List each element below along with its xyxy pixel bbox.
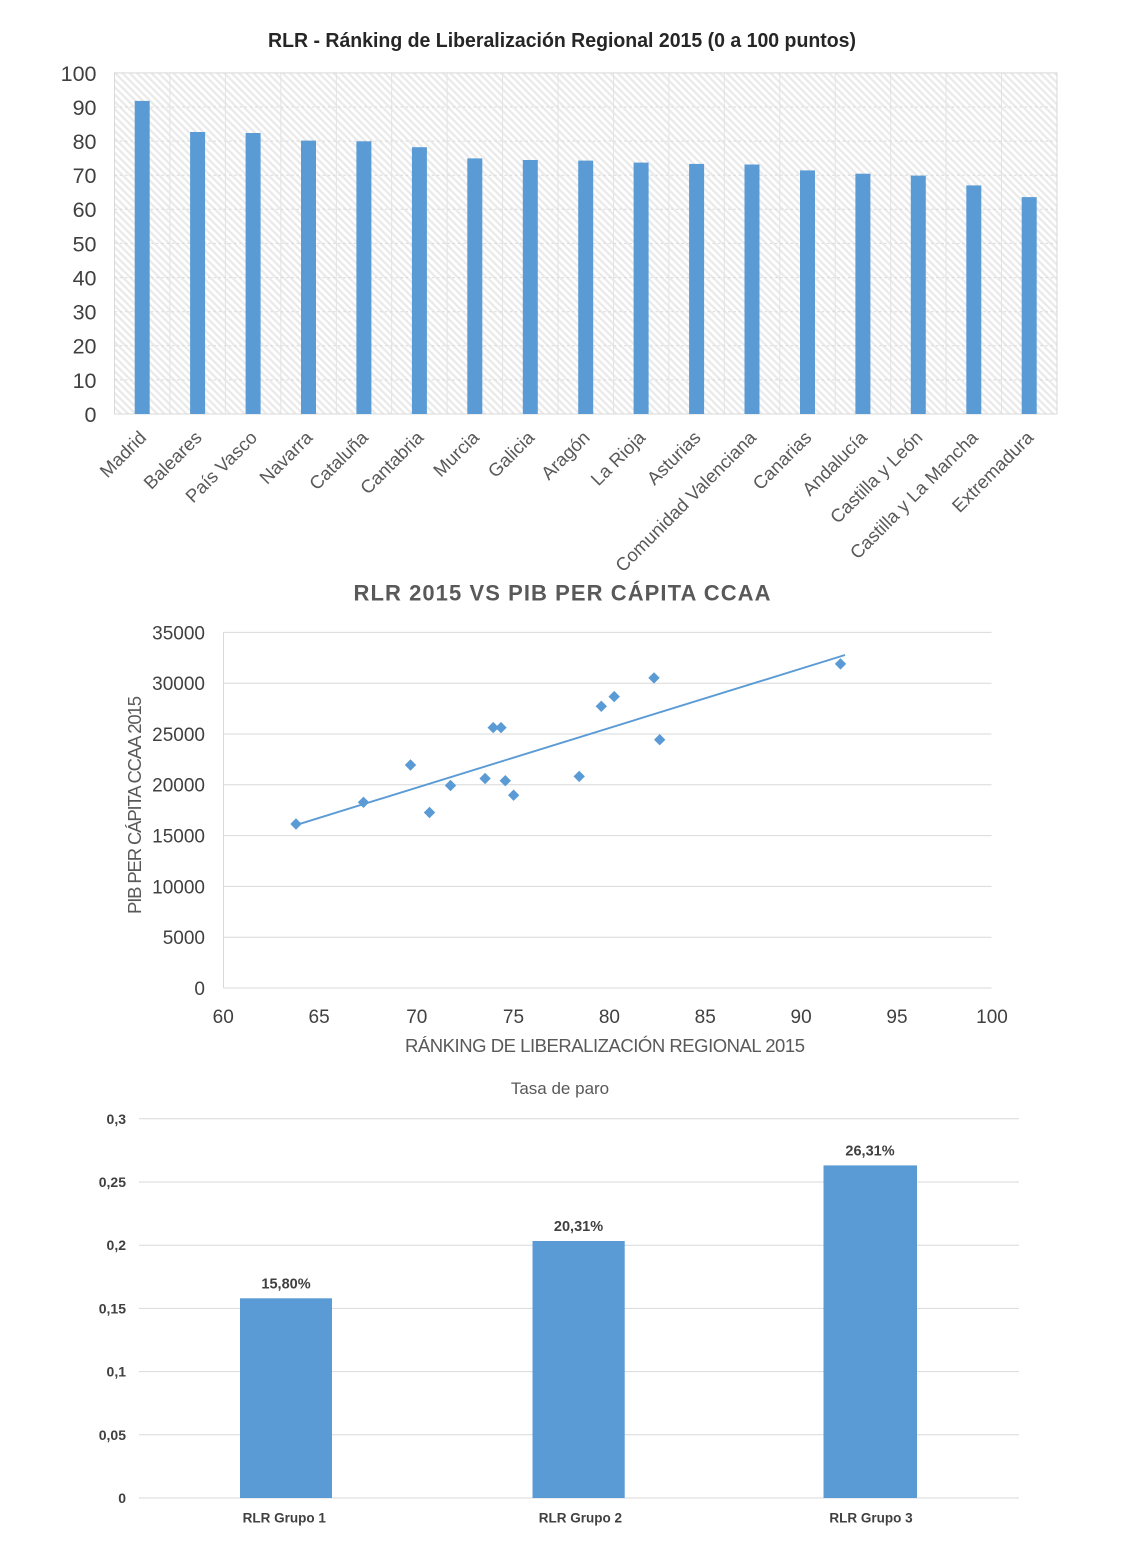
svg-text:PIB PER CÁPITA CCAA 2015: PIB PER CÁPITA CCAA 2015 [124, 696, 145, 914]
svg-text:0,1: 0,1 [107, 1364, 127, 1380]
svg-text:35000: 35000 [152, 623, 205, 644]
svg-text:0,2: 0,2 [107, 1237, 127, 1253]
svg-text:RLR Grupo 3: RLR Grupo 3 [829, 1511, 913, 1526]
svg-text:90: 90 [791, 1007, 812, 1028]
svg-text:0,05: 0,05 [99, 1427, 126, 1443]
svg-text:70: 70 [406, 1007, 427, 1028]
svg-text:0,25: 0,25 [99, 1174, 126, 1190]
svg-text:75: 75 [503, 1007, 524, 1028]
svg-text:20,31%: 20,31% [554, 1219, 603, 1235]
svg-text:10: 10 [73, 369, 97, 393]
svg-text:10000: 10000 [152, 877, 205, 898]
svg-text:80: 80 [599, 1007, 620, 1028]
svg-text:0: 0 [194, 979, 205, 1000]
svg-text:5000: 5000 [163, 928, 205, 949]
svg-text:80: 80 [73, 130, 97, 154]
svg-text:20: 20 [73, 335, 97, 359]
svg-text:20000: 20000 [152, 776, 205, 797]
svg-text:85: 85 [695, 1007, 716, 1028]
svg-text:26,31%: 26,31% [845, 1144, 894, 1160]
svg-text:0: 0 [118, 1490, 126, 1506]
svg-text:Tasa de paro: Tasa de paro [511, 1079, 609, 1098]
svg-text:30: 30 [73, 301, 97, 325]
svg-text:50: 50 [73, 232, 97, 256]
svg-text:95: 95 [886, 1007, 907, 1028]
svg-text:40: 40 [73, 267, 97, 291]
svg-text:0,15: 0,15 [99, 1300, 126, 1316]
svg-text:60: 60 [73, 198, 97, 222]
svg-text:RÁNKING DE LIBERALIZACIÓN REGI: RÁNKING DE LIBERALIZACIÓN REGIONAL 2015 [405, 1035, 805, 1056]
svg-text:0: 0 [85, 403, 97, 427]
svg-text:60: 60 [213, 1007, 234, 1028]
svg-text:100: 100 [976, 1007, 1008, 1028]
svg-text:RLR Grupo 2: RLR Grupo 2 [539, 1511, 622, 1526]
svg-text:100: 100 [61, 62, 97, 86]
svg-text:25000: 25000 [152, 725, 205, 746]
svg-text:30000: 30000 [152, 674, 205, 695]
svg-text:15,80%: 15,80% [261, 1277, 310, 1293]
svg-text:RLR Grupo 1: RLR Grupo 1 [243, 1511, 327, 1526]
svg-text:RLR 2015 VS PIB PER CÁPITA CCA: RLR 2015 VS PIB PER CÁPITA CCAA [354, 581, 771, 606]
svg-text:15000: 15000 [152, 827, 205, 848]
svg-text:90: 90 [73, 96, 97, 120]
svg-text:RLR - Ránking de Liberalizació: RLR - Ránking de Liberalización Regional… [268, 29, 856, 52]
svg-text:0,3: 0,3 [107, 1111, 127, 1127]
svg-text:70: 70 [73, 164, 97, 188]
svg-text:65: 65 [309, 1007, 330, 1028]
